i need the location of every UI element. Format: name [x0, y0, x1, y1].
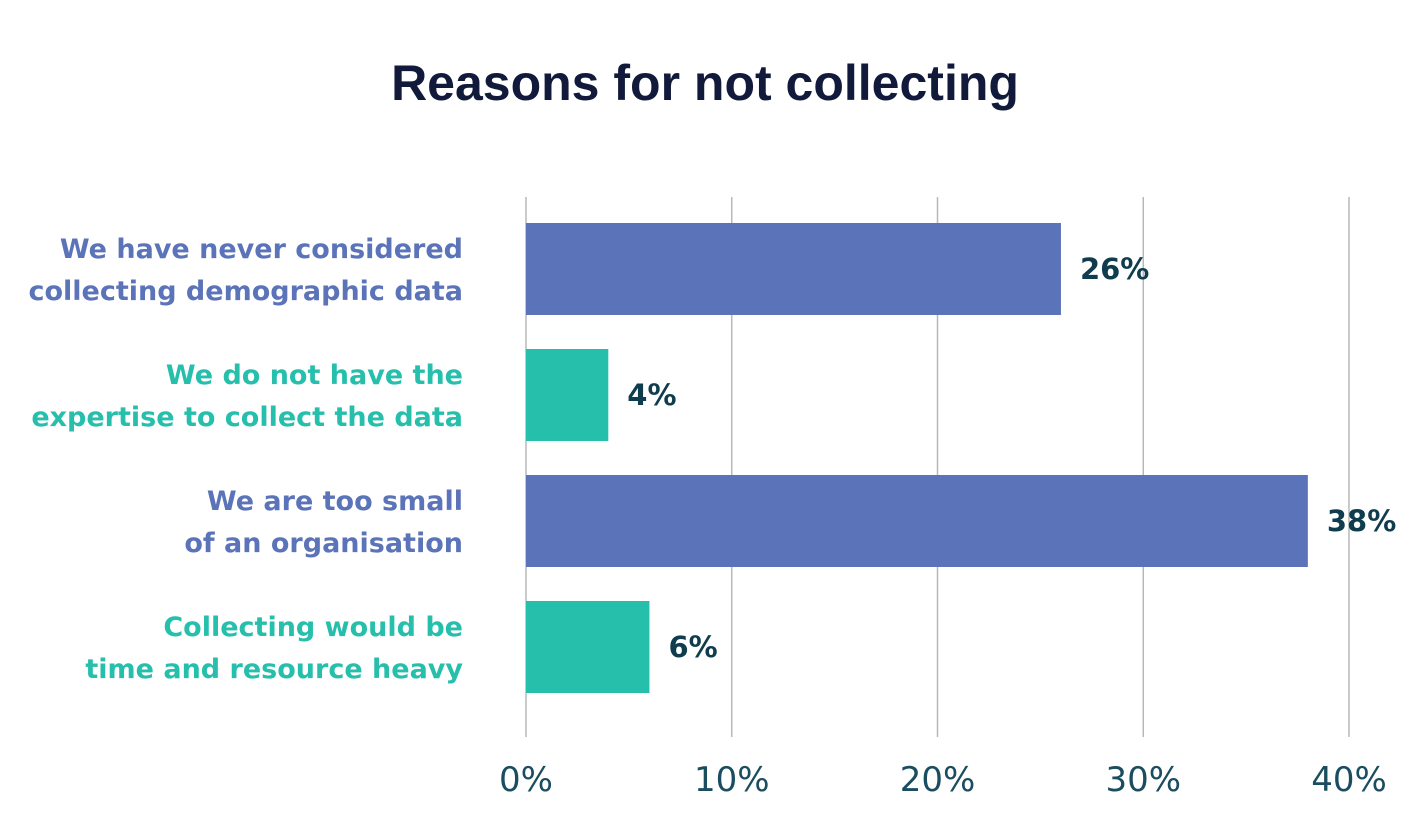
category-label: time and resource heavy [85, 654, 463, 685]
x-tick-label: 0% [499, 760, 553, 800]
category-label: expertise to collect the data [31, 402, 463, 433]
category-labels: We have never considered collecting demog… [28, 234, 463, 685]
value-label: 26% [1080, 252, 1149, 286]
x-tick-label: 20% [900, 760, 976, 800]
bar [526, 601, 650, 693]
bar [526, 223, 1061, 315]
category-label: We have never considered [60, 234, 463, 265]
x-tick-label: 40% [1311, 760, 1387, 800]
category-label: collecting demographic data [28, 276, 463, 307]
value-labels: 26% 4% 38% 6% [627, 252, 1396, 664]
category-label: of an organisation [184, 528, 463, 559]
chart-title: Reasons for not collecting [391, 55, 1019, 111]
x-tick-label: 10% [694, 760, 770, 800]
category-label: We do not have the [166, 360, 463, 391]
category-label: Collecting would be [163, 612, 463, 643]
bar [526, 475, 1308, 567]
category-label: We are too small [207, 486, 463, 517]
bars [526, 223, 1308, 693]
x-tick-label: 30% [1105, 760, 1181, 800]
bar [526, 349, 609, 441]
value-label: 4% [627, 378, 676, 412]
x-axis-ticks: 0% 10% 20% 30% 40% [499, 760, 1387, 800]
value-label: 6% [668, 630, 717, 664]
value-label: 38% [1327, 504, 1396, 538]
